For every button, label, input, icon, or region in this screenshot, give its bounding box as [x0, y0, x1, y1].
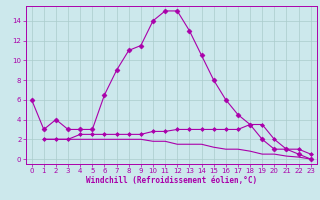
X-axis label: Windchill (Refroidissement éolien,°C): Windchill (Refroidissement éolien,°C): [86, 176, 257, 185]
